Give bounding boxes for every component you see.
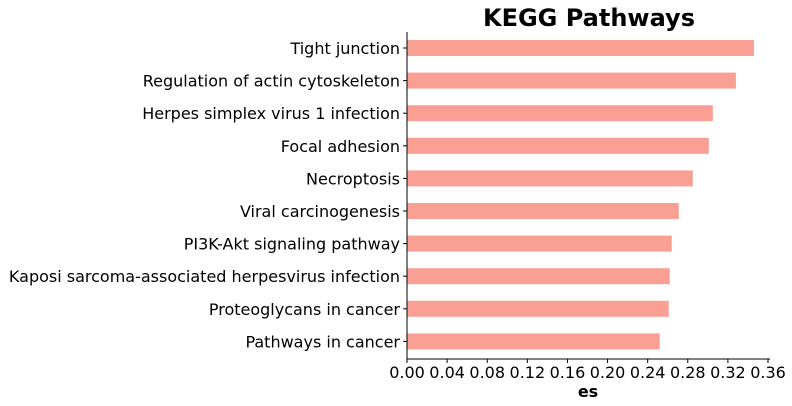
- x-tick-label: 0.12: [510, 363, 546, 382]
- category-label: Viral carcinogenesis: [240, 202, 400, 221]
- x-ticks: 0.00 0.04 0.08 0.12 0.16 0.20 0.24 0.28 0.32 0.36: [389, 359, 786, 382]
- x-tick-label: 0.20: [590, 363, 626, 382]
- category-label: Tight junction: [289, 39, 400, 58]
- x-tick-label: 0.24: [630, 363, 666, 382]
- category-label: PI3K-Akt signaling pathway: [184, 235, 400, 254]
- bar: [407, 72, 736, 89]
- bar: [407, 333, 660, 350]
- bar: [407, 105, 713, 122]
- x-tick-label: 0.00: [389, 363, 425, 382]
- x-tick-label: 0.32: [710, 363, 746, 382]
- x-tick-label: 0.16: [550, 363, 586, 382]
- x-tick-label: 0.08: [469, 363, 505, 382]
- x-tick-label: 0.04: [429, 363, 465, 382]
- bars-group: [407, 40, 754, 350]
- category-labels: Tight junction Regulation of actin cytosk…: [9, 39, 407, 351]
- x-axis-label: es: [578, 382, 598, 401]
- category-label: Regulation of actin cytoskeleton: [143, 72, 400, 91]
- category-label: Proteoglycans in cancer: [209, 300, 401, 319]
- category-label: Herpes simplex virus 1 infection: [142, 104, 400, 123]
- category-label: Pathways in cancer: [245, 332, 400, 351]
- x-tick-label: 0.28: [670, 363, 706, 382]
- bar: [407, 137, 709, 154]
- bar: [407, 170, 693, 187]
- category-label: Focal adhesion: [281, 137, 400, 156]
- bar: [407, 300, 669, 317]
- category-label: Necroptosis: [306, 169, 400, 188]
- bar: [407, 268, 670, 285]
- category-label: Kaposi sarcoma-associated herpesvirus in…: [9, 267, 400, 286]
- bar: [407, 235, 672, 252]
- bar: [407, 203, 679, 219]
- x-tick-label: 0.36: [750, 363, 786, 382]
- chart-title: KEGG Pathways: [483, 4, 695, 32]
- bar: [407, 40, 754, 56]
